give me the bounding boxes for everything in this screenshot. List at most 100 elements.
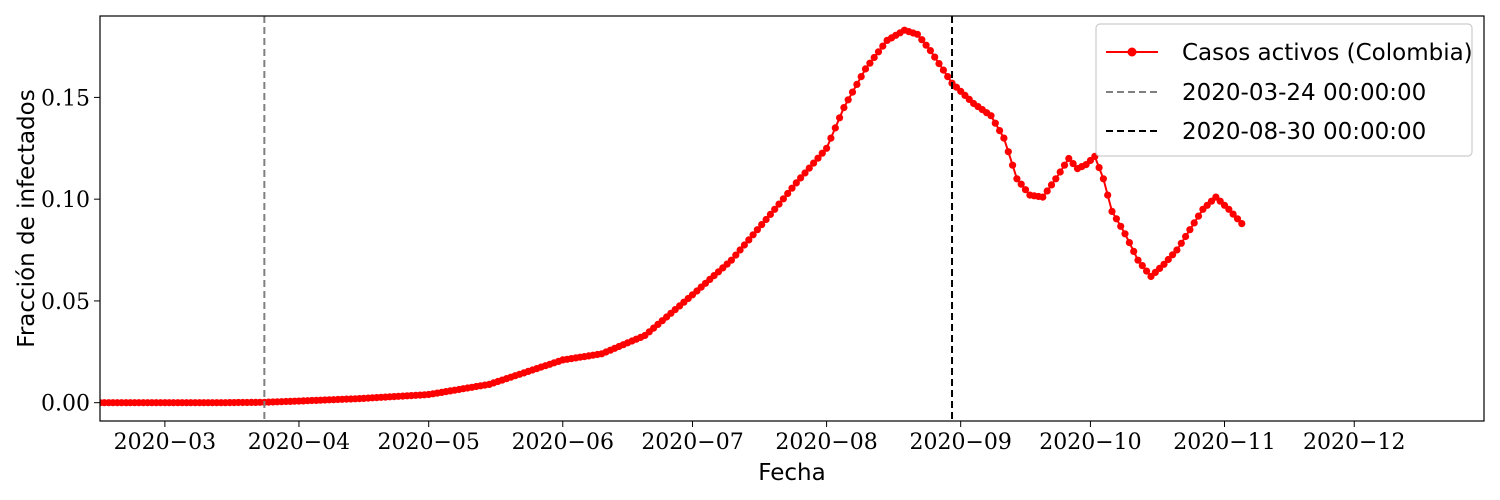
data-point — [1143, 267, 1151, 275]
legend-label-vline-1: 2020-03-24 00:00:00 — [1182, 80, 1426, 106]
data-point — [857, 73, 865, 81]
data-point — [1052, 175, 1060, 183]
legend: Casos activos (Colombia) 2020-03-24 00:0… — [1095, 23, 1473, 157]
data-point — [987, 112, 995, 120]
data-point — [848, 88, 857, 96]
legend-label-vline-2: 2020-08-30 00:00:00 — [1182, 119, 1426, 145]
data-point — [1233, 215, 1242, 223]
data-point — [935, 60, 943, 68]
data-point — [1104, 191, 1112, 199]
data-point — [753, 226, 762, 234]
data-point — [836, 114, 844, 122]
data-point — [766, 210, 775, 218]
data-point — [779, 195, 788, 203]
x-tick-label: 2020−05 — [377, 430, 479, 455]
data-point — [1125, 239, 1133, 247]
data-point — [1229, 210, 1237, 218]
data-point — [922, 41, 930, 49]
data-point — [831, 124, 839, 132]
data-point — [844, 96, 852, 104]
data-point — [805, 164, 813, 172]
y-tick-label: 0.05 — [41, 290, 90, 315]
data-point — [931, 53, 939, 61]
x-axis-title: Fecha — [758, 460, 825, 486]
data-point — [732, 251, 740, 259]
data-point — [840, 104, 848, 112]
data-point — [1069, 160, 1077, 168]
x-tick-label: 2020−07 — [641, 430, 743, 455]
data-point — [1017, 180, 1025, 188]
data-point — [1194, 212, 1203, 220]
data-point — [771, 205, 779, 213]
data-point — [939, 66, 948, 74]
plot-layer — [100, 16, 1246, 421]
data-point — [918, 36, 926, 44]
data-point — [1169, 251, 1177, 259]
legend-label-active-cases: Casos activos (Colombia) — [1182, 40, 1473, 66]
data-point — [740, 241, 749, 249]
legend-box — [1095, 23, 1473, 157]
data-point — [784, 189, 792, 198]
data-point — [1177, 239, 1185, 247]
data-point — [727, 256, 736, 264]
data-point — [814, 154, 822, 162]
plot-frame — [99, 15, 1485, 422]
data-point — [1238, 220, 1246, 228]
data-point — [775, 200, 783, 208]
data-point — [749, 231, 757, 239]
data-point — [1182, 232, 1190, 241]
data-point — [1013, 175, 1021, 183]
data-point — [1121, 230, 1129, 238]
x-tick-label: 2020−06 — [512, 430, 614, 455]
data-point — [1004, 148, 1012, 156]
y-tick-label: 0.00 — [41, 392, 90, 417]
data-point — [1190, 219, 1198, 227]
data-point — [1047, 181, 1056, 189]
x-tick-label: 2020−03 — [114, 430, 216, 455]
data-point — [1021, 186, 1030, 194]
ticks-layer: 2020−03 2020−04 2020−05 2020−06 2020−07 2020−… — [41, 86, 1405, 455]
data-point — [1112, 215, 1120, 223]
data-point — [861, 65, 870, 73]
data-point — [1065, 154, 1073, 163]
y-tick-label: 0.15 — [41, 86, 90, 111]
plot-area — [100, 16, 1246, 421]
data-point — [818, 149, 826, 157]
series-line-active-cases — [100, 29, 1243, 404]
data-point — [1108, 207, 1116, 215]
x-tick-label: 2020−12 — [1303, 430, 1405, 455]
data-point — [874, 48, 883, 56]
data-point — [1225, 205, 1233, 213]
data-point — [1060, 161, 1069, 169]
data-point — [745, 236, 753, 244]
x-tick-label: 2020−09 — [909, 430, 1011, 455]
data-point — [736, 246, 744, 254]
data-point — [866, 59, 874, 67]
data-point — [991, 119, 999, 127]
data-point — [1117, 222, 1125, 230]
x-tick-label: 2020−04 — [248, 430, 350, 455]
data-point — [823, 144, 831, 152]
data-point — [996, 127, 1004, 135]
data-point — [797, 174, 805, 182]
data-point — [1130, 247, 1138, 255]
data-point — [1009, 161, 1017, 169]
data-point — [1000, 134, 1008, 142]
data-point — [1138, 262, 1146, 270]
data-point — [1095, 164, 1103, 172]
y-axis-title: Fracción de infectados — [14, 89, 40, 347]
data-point — [758, 221, 766, 229]
data-point — [926, 47, 935, 55]
data-point — [788, 184, 796, 192]
data-point — [879, 42, 887, 50]
data-point — [870, 53, 878, 62]
legend-marker-active-cases — [1127, 47, 1137, 57]
data-point — [1099, 175, 1107, 183]
data-point — [1186, 226, 1194, 234]
y-tick-label: 0.10 — [41, 188, 90, 213]
data-point — [1043, 187, 1051, 195]
x-tick-label: 2020−11 — [1173, 430, 1275, 455]
data-point — [1173, 246, 1181, 254]
